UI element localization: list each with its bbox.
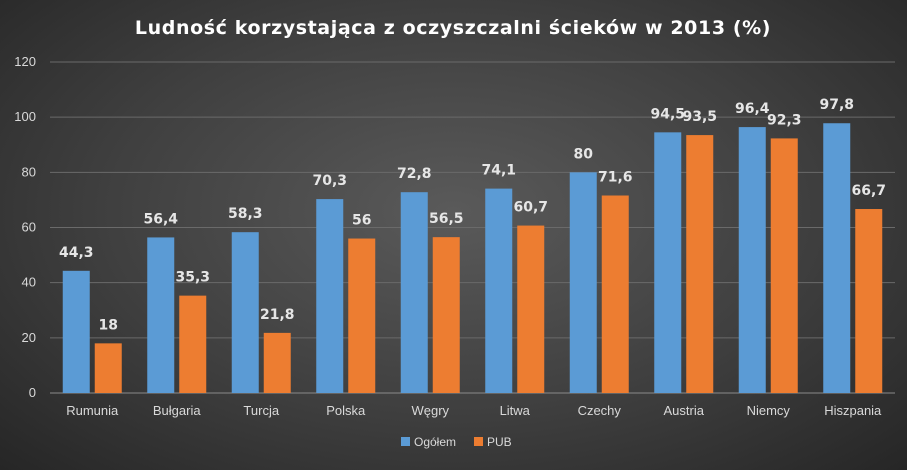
data-label: 56 bbox=[352, 213, 371, 229]
data-label: 93,5 bbox=[682, 109, 717, 125]
y-tick-label: 0 bbox=[29, 385, 36, 400]
data-labels: 44,3 18 56,4 35,3 58,3 21,8 70,3 56 72,8 56,5 74,1… bbox=[59, 97, 886, 333]
y-tick-label: 120 bbox=[14, 54, 36, 69]
bar-pub bbox=[348, 238, 376, 393]
bar-ogolem bbox=[147, 237, 175, 393]
legend-label: Ogółem bbox=[414, 435, 456, 449]
data-label: 44,3 bbox=[59, 245, 94, 261]
x-tick-label: Austria bbox=[664, 403, 705, 418]
data-label: 60,7 bbox=[513, 200, 548, 216]
bar-pub bbox=[770, 138, 798, 393]
data-label: 18 bbox=[99, 317, 118, 333]
x-tick-label: Rumunia bbox=[66, 403, 119, 418]
bar-pub bbox=[432, 237, 460, 393]
data-label: 97,8 bbox=[819, 97, 854, 113]
x-tick-label: Węgry bbox=[411, 403, 449, 418]
bar-pub bbox=[855, 209, 883, 393]
chart-title: Ludność korzystająca z oczyszczalni ście… bbox=[135, 17, 771, 39]
data-label: 72,8 bbox=[397, 166, 432, 182]
y-tick-label: 60 bbox=[22, 220, 36, 235]
x-tick-label: Czechy bbox=[578, 403, 622, 418]
y-tick-label: 80 bbox=[22, 164, 36, 179]
data-label: 80 bbox=[574, 146, 594, 162]
x-tick-label: Hiszpania bbox=[824, 403, 882, 418]
data-label: 96,4 bbox=[735, 101, 770, 117]
data-label: 66,7 bbox=[851, 183, 886, 199]
x-tick-label: Turcja bbox=[243, 403, 279, 418]
legend-swatch-ogolem bbox=[401, 437, 410, 446]
legend: Ogółem PUB bbox=[401, 435, 512, 449]
data-label: 70,3 bbox=[312, 173, 347, 189]
bar-ogolem bbox=[231, 232, 259, 393]
data-label: 94,5 bbox=[650, 106, 685, 122]
data-label: 58,3 bbox=[228, 206, 263, 222]
data-label: 71,6 bbox=[598, 170, 633, 186]
bars bbox=[62, 123, 883, 394]
x-tick-label: Bułgaria bbox=[153, 403, 201, 418]
y-tick-label: 100 bbox=[14, 109, 36, 124]
data-label: 92,3 bbox=[767, 112, 802, 128]
legend-swatch-pub bbox=[474, 437, 483, 446]
y-tick-label: 40 bbox=[22, 275, 36, 290]
x-tick-label: Polska bbox=[326, 403, 366, 418]
bar-ogolem bbox=[738, 127, 766, 393]
bar-pub bbox=[517, 225, 545, 393]
bar-pub bbox=[601, 195, 629, 393]
bar-pub bbox=[263, 332, 291, 393]
bar-ogolem bbox=[654, 132, 682, 393]
data-label: 21,8 bbox=[260, 307, 295, 323]
bar-ogolem bbox=[62, 270, 90, 393]
bar-ogolem bbox=[400, 192, 428, 393]
bar-pub bbox=[179, 295, 207, 393]
bar-ogolem bbox=[569, 172, 597, 393]
bar-ogolem bbox=[316, 199, 344, 393]
x-tick-label: Niemcy bbox=[747, 403, 791, 418]
x-axis-ticks: Rumunia Bułgaria Turcja Polska Węgry Litwa Cze… bbox=[66, 403, 882, 418]
y-axis-ticks: 0 20 40 60 80 100 120 bbox=[14, 54, 36, 400]
bar-pub bbox=[686, 135, 714, 394]
bar-ogolem bbox=[485, 188, 513, 393]
data-label: 56,4 bbox=[143, 211, 178, 227]
bar-pub bbox=[94, 343, 122, 393]
legend-label: PUB bbox=[487, 435, 512, 449]
data-label: 74,1 bbox=[481, 163, 516, 179]
data-label: 35,3 bbox=[175, 270, 210, 286]
bar-ogolem bbox=[823, 123, 851, 394]
data-label: 56,5 bbox=[429, 211, 464, 227]
y-tick-label: 20 bbox=[22, 330, 36, 345]
x-tick-label: Litwa bbox=[500, 403, 531, 418]
